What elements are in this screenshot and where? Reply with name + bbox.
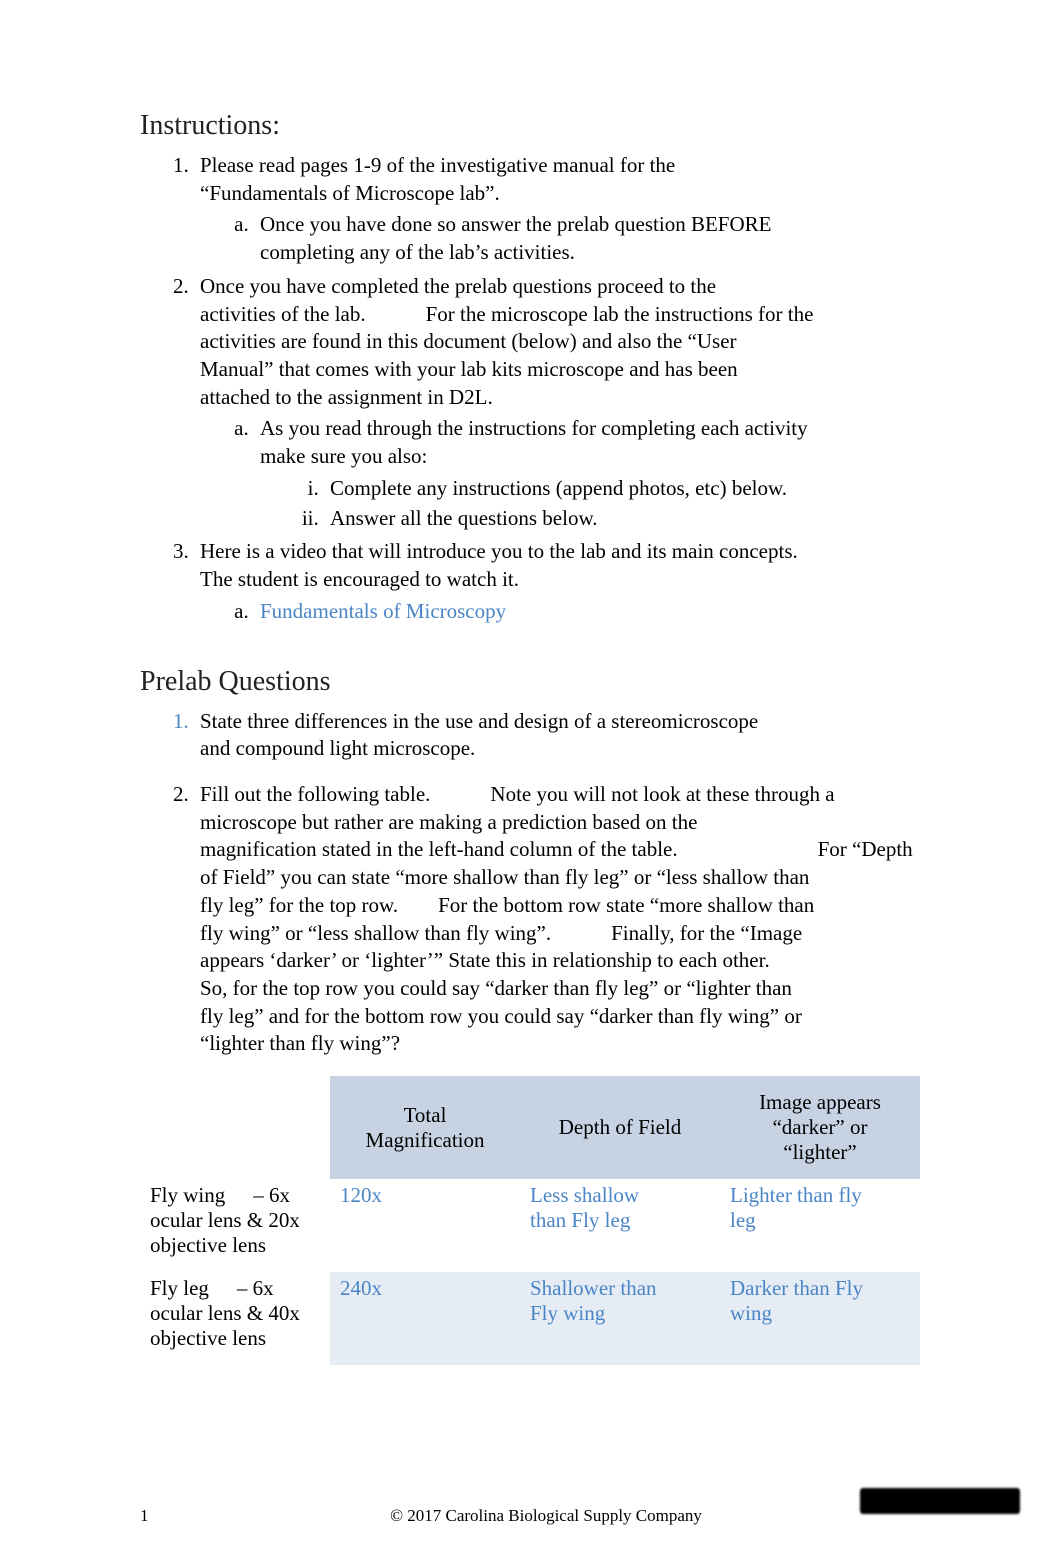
instructions-item-3-sub: Fundamentals of Microscopy: [200, 598, 952, 626]
text: “darker” or: [772, 1115, 867, 1139]
text: The student is encouraged to watch it.: [200, 567, 519, 591]
table-row-1-label: Fly wing – 6x ocular lens & 20x objective…: [140, 1179, 330, 1272]
instructions-item-1: Please read pages 1-9 of the investigati…: [194, 152, 952, 267]
text: of Field” you can state “more shallow th…: [200, 865, 809, 889]
text: For the microscope lab the instructions …: [426, 302, 814, 326]
text: – 6x: [237, 1276, 274, 1300]
table-row-1-img: Lighter than fly leg: [720, 1179, 920, 1272]
page: Instructions: Please read pages 1-9 of t…: [0, 0, 1062, 1556]
text: Fly wing: [530, 1301, 605, 1325]
instructions-item-2a-ii: Answer all the questions below.: [324, 505, 952, 533]
prelab-item-2: Fill out the following table. Note you wi…: [194, 781, 952, 1058]
instructions-item-2a: As you read through the instructions for…: [254, 415, 952, 532]
redaction-bar: [860, 1488, 1020, 1514]
text: Fly wing: [150, 1183, 225, 1207]
table-row-2-label: Fly leg – 6x ocular lens & 40x objective …: [140, 1272, 330, 1365]
table-header-image: Image appears “darker” or “lighter”: [720, 1076, 920, 1179]
table-row: Fly leg – 6x ocular lens & 40x objective …: [140, 1272, 920, 1365]
table-row-2-img: Darker than Fly wing: [720, 1272, 920, 1365]
text: leg: [730, 1208, 756, 1232]
text: “lighter than fly wing”?: [200, 1031, 400, 1055]
instructions-list: Please read pages 1-9 of the investigati…: [140, 152, 952, 626]
instructions-item-3a: Fundamentals of Microscopy: [254, 598, 952, 626]
text: and compound light microscope.: [200, 736, 475, 760]
table-header-dof: Depth of Field: [520, 1076, 720, 1179]
text: activities are found in this document (b…: [200, 329, 737, 353]
text: As you read through the instructions for…: [260, 416, 808, 440]
text: Darker than Fly: [730, 1276, 863, 1300]
text: Please read pages 1-9 of the investigati…: [200, 153, 675, 177]
text: Depth of Field: [559, 1115, 681, 1139]
text: State three differences in the use and d…: [200, 709, 758, 733]
table-row: Fly wing – 6x ocular lens & 20x objective…: [140, 1179, 920, 1272]
table-row-1-mag: 120x: [330, 1179, 520, 1272]
table-header-blank: [140, 1076, 330, 1179]
text: So, for the top row you could say “darke…: [200, 976, 792, 1000]
text: wing: [730, 1301, 772, 1325]
prelab-list: State three differences in the use and d…: [140, 708, 952, 1059]
text: Once you have completed the prelab quest…: [200, 274, 716, 298]
heading-instructions: Instructions:: [140, 110, 952, 142]
text: activities of the lab.: [200, 302, 366, 326]
text: Image appears: [759, 1090, 881, 1114]
text: Shallower than: [530, 1276, 657, 1300]
text: than Fly leg: [530, 1208, 630, 1232]
instructions-item-3: Here is a video that will introduce you …: [194, 538, 952, 625]
text: attached to the assignment in D2L.: [200, 385, 493, 409]
text: “lighter”: [783, 1140, 856, 1164]
text: ocular lens & 40x: [150, 1301, 300, 1325]
instructions-item-2a-roman: Complete any instructions (append photos…: [260, 475, 952, 532]
text: fly leg” for the top row.: [200, 893, 398, 917]
copyright: © 2017 Carolina Biological Supply Compan…: [140, 1506, 952, 1526]
text: Note you will not look at these through …: [490, 782, 834, 806]
table-row-2-mag: 240x: [330, 1272, 520, 1365]
text: Manual” that comes with your lab kits mi…: [200, 357, 738, 381]
text: Finally, for the “Image: [611, 921, 802, 945]
prelab-item-1: State three differences in the use and d…: [194, 708, 952, 763]
text: magnification stated in the left-hand co…: [200, 837, 678, 861]
text: – 6x: [253, 1183, 290, 1207]
table-row-1-dof: Less shallow than Fly leg: [520, 1179, 720, 1272]
text: Here is a video that will introduce you …: [200, 539, 798, 563]
text: Once you have done so answer the prelab …: [260, 212, 771, 236]
text: Fly leg: [150, 1276, 209, 1300]
text: Fill out the following table.: [200, 782, 430, 806]
instructions-item-2: Once you have completed the prelab quest…: [194, 273, 952, 532]
link-fundamentals-of-microscopy[interactable]: Fundamentals of Microscopy: [260, 599, 506, 623]
text: “Fundamentals of Microscope lab”.: [200, 181, 500, 205]
instructions-item-1-sub: Once you have done so answer the prelab …: [200, 211, 952, 266]
text: fly leg” and for the bottom row you coul…: [200, 1004, 802, 1028]
prediction-table: Total Magnification Depth of Field Image…: [140, 1076, 920, 1365]
text: Less shallow: [530, 1183, 639, 1207]
text: make sure you also:: [260, 444, 427, 468]
text: completing any of the lab’s activities.: [260, 240, 575, 264]
table-row-2-dof: Shallower than Fly wing: [520, 1272, 720, 1365]
text: For the bottom row state “more shallow t…: [438, 893, 814, 917]
text: Magnification: [366, 1128, 485, 1152]
heading-prelab: Prelab Questions: [140, 666, 952, 698]
text: Lighter than fly: [730, 1183, 862, 1207]
text: ocular lens & 20x: [150, 1208, 300, 1232]
text: objective lens: [150, 1326, 266, 1350]
table-header-row: Total Magnification Depth of Field Image…: [140, 1076, 920, 1179]
text: appears ‘darker’ or ‘lighter’” State thi…: [200, 948, 770, 972]
text: Total: [404, 1103, 447, 1127]
instructions-item-1a: Once you have done so answer the prelab …: [254, 211, 952, 266]
instructions-item-2a-i: Complete any instructions (append photos…: [324, 475, 952, 503]
text: fly wing” or “less shallow than fly wing…: [200, 921, 551, 945]
text: Answer all the questions below.: [330, 506, 598, 530]
instructions-item-2-sub: As you read through the instructions for…: [200, 415, 952, 532]
text: For “Depth: [818, 837, 913, 861]
text: objective lens: [150, 1233, 266, 1257]
text: microscope but rather are making a predi…: [200, 810, 697, 834]
table-header-total-mag: Total Magnification: [330, 1076, 520, 1179]
text: Complete any instructions (append photos…: [330, 476, 787, 500]
